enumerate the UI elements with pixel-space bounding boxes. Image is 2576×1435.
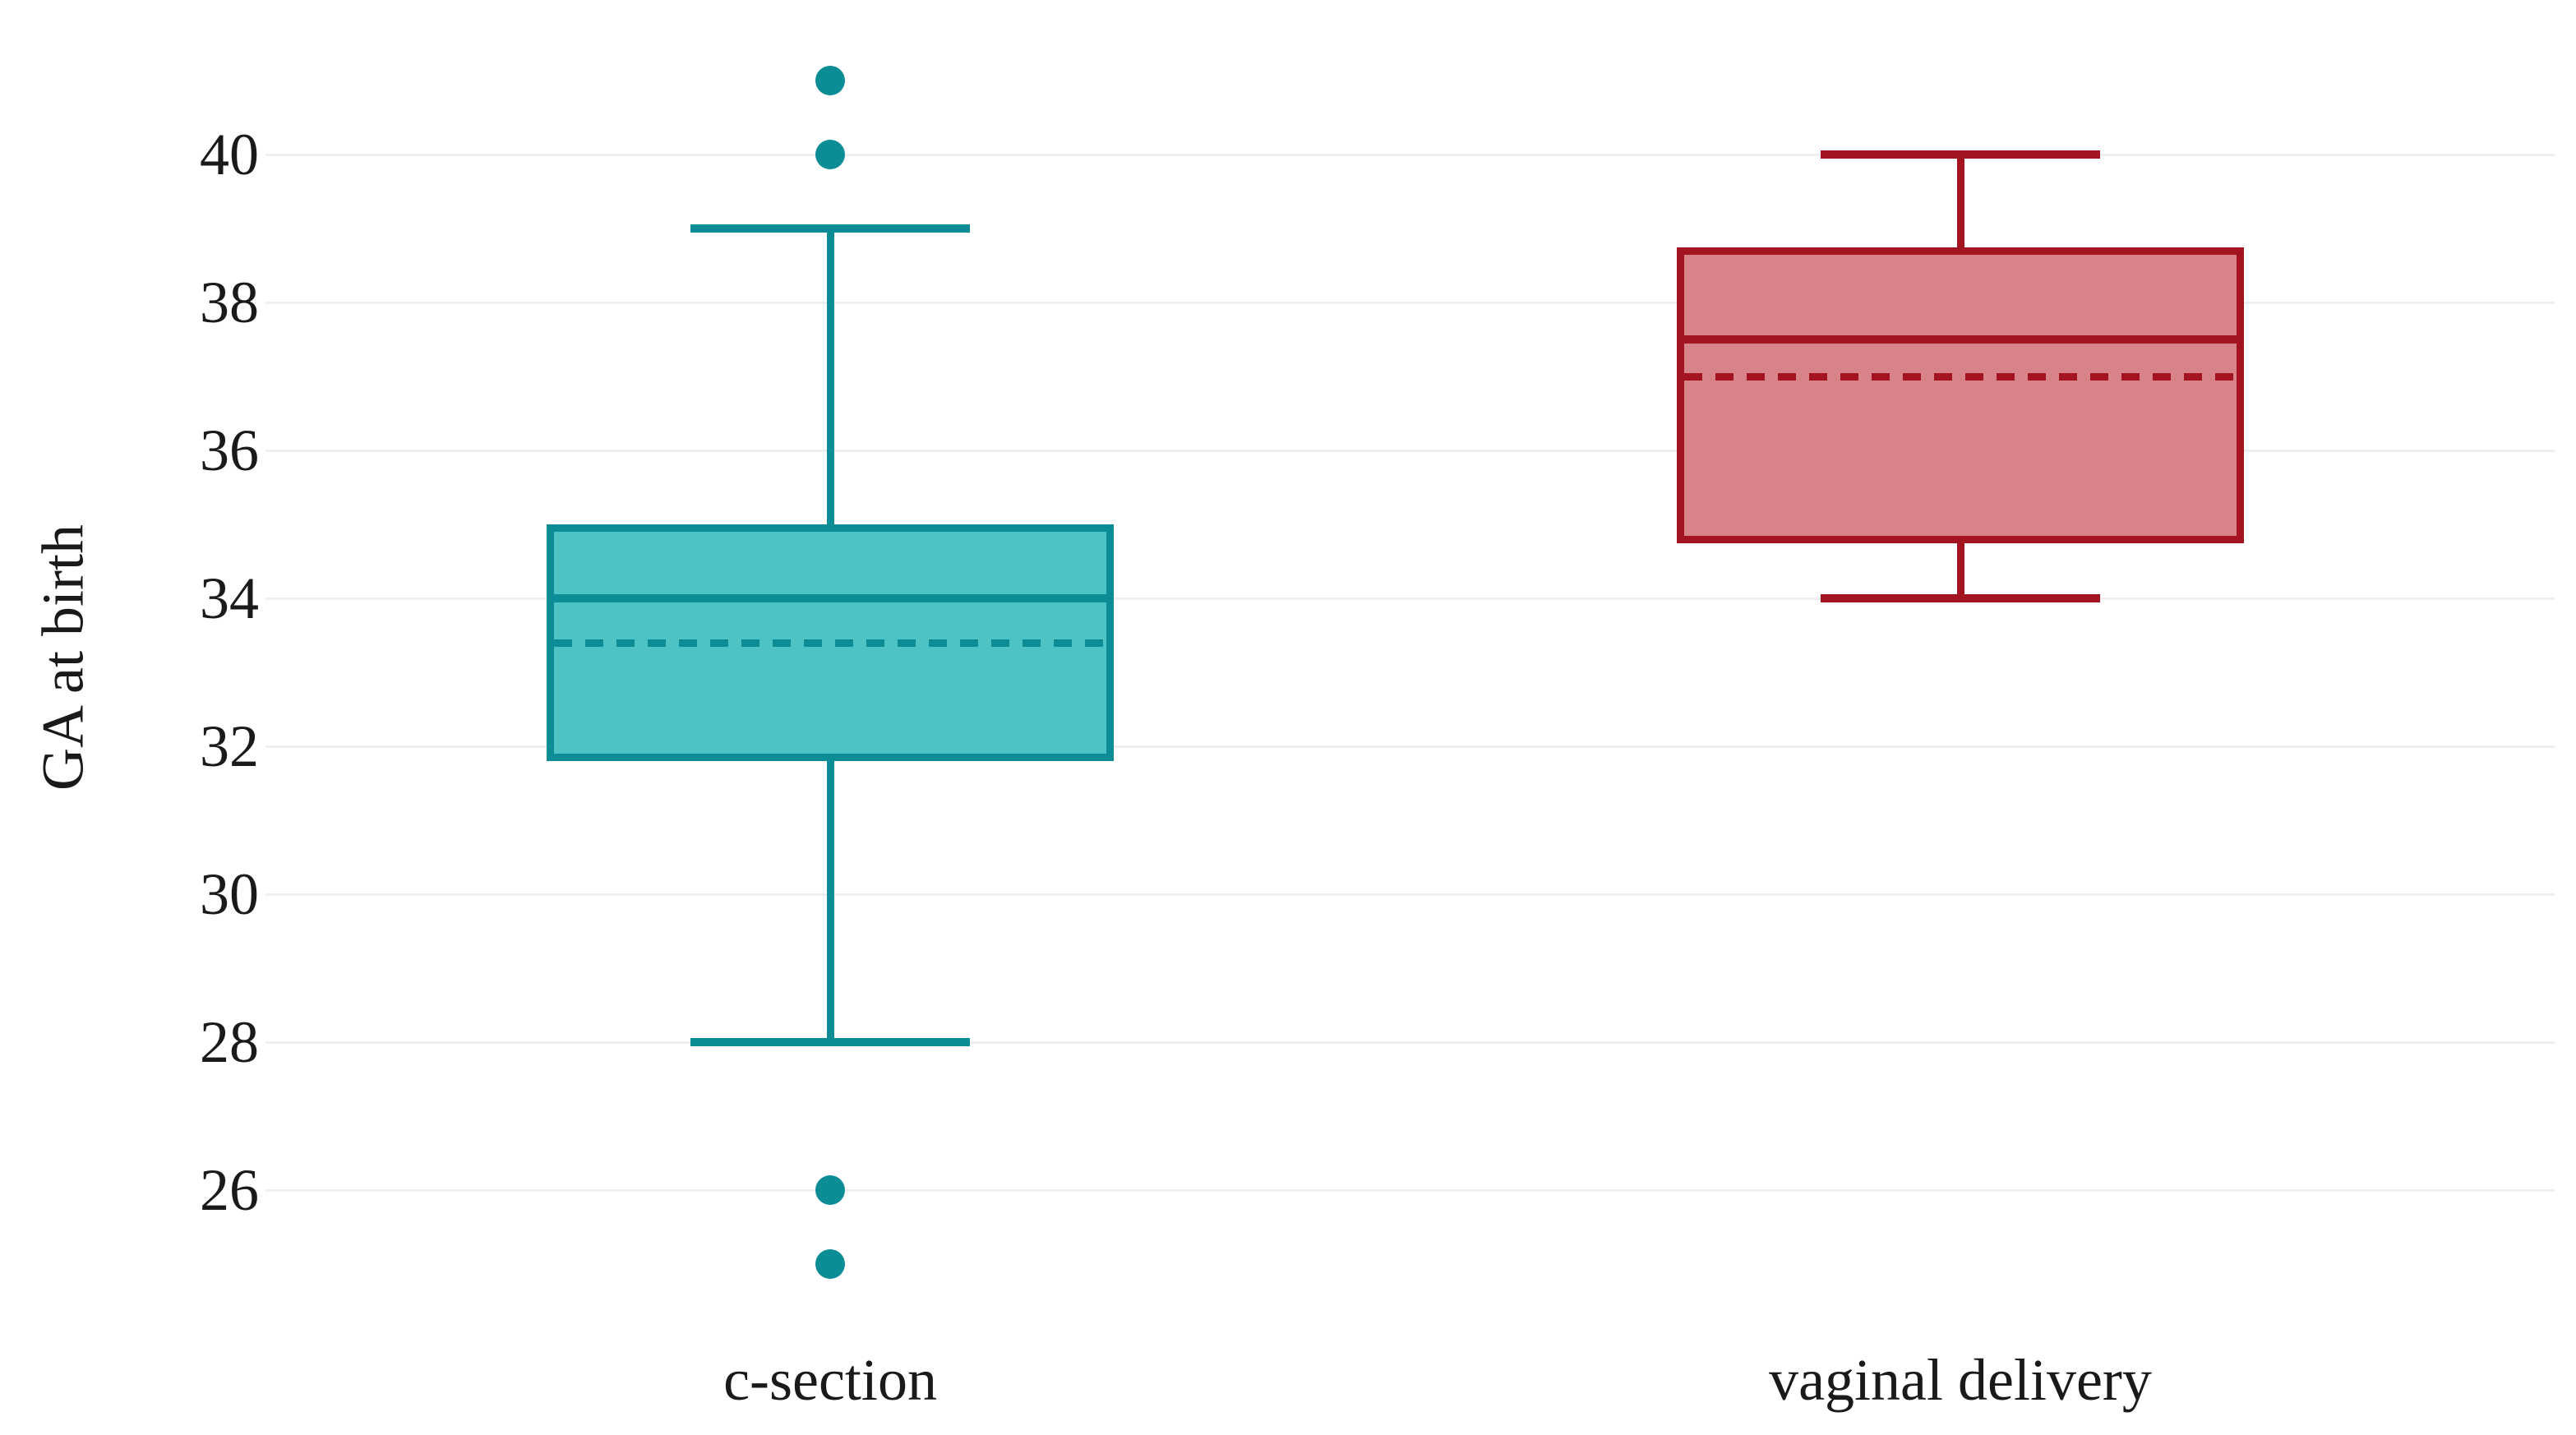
y-tick-label-30: 30 [200, 861, 259, 927]
gridline-y-28 [265, 1041, 2555, 1044]
upper-whisker-c-section[interactable] [826, 228, 834, 524]
lower-whisker-vaginal-delivery[interactable] [1956, 542, 1964, 598]
y-tick-label-34: 34 [200, 565, 259, 631]
gridline-y-26 [265, 1189, 2555, 1192]
outlier-dot-c-section-40[interactable] [815, 140, 845, 169]
y-tick-label-26: 26 [200, 1157, 259, 1223]
y-tick-label-40: 40 [200, 122, 259, 187]
max-whisker-cap-vaginal-delivery[interactable] [1821, 150, 2100, 159]
iqr-box-vaginal-delivery[interactable] [1677, 247, 2244, 543]
y-tick-label-38: 38 [200, 270, 259, 335]
y-tick-label-36: 36 [200, 418, 259, 483]
median-line-c-section[interactable] [547, 594, 1114, 602]
gridline-y-36 [265, 450, 2555, 452]
y-tick-label-28: 28 [200, 1009, 259, 1075]
gridline-y-34 [265, 598, 2555, 600]
min-whisker-cap-c-section[interactable] [690, 1038, 970, 1046]
max-whisker-cap-c-section[interactable] [690, 224, 970, 233]
x-category-label-c-section: c-section [723, 1347, 937, 1413]
outlier-dot-c-section-25[interactable] [815, 1249, 845, 1279]
upper-whisker-vaginal-delivery[interactable] [1956, 155, 1964, 247]
outlier-dot-c-section-26[interactable] [815, 1175, 845, 1205]
min-whisker-cap-vaginal-delivery[interactable] [1821, 594, 2100, 602]
outlier-dot-c-section-41[interactable] [815, 66, 845, 95]
gridline-y-40 [265, 154, 2555, 156]
mean-dashed-line-c-section[interactable] [554, 639, 1106, 647]
lower-whisker-c-section[interactable] [826, 761, 834, 1042]
mean-dashed-line-vaginal-delivery[interactable] [1684, 372, 2237, 381]
y-tick-label-32: 32 [200, 713, 259, 779]
gridline-y-38 [265, 302, 2555, 304]
gridline-y-32 [265, 745, 2555, 748]
median-line-vaginal-delivery[interactable] [1677, 335, 2244, 344]
gridline-y-30 [265, 893, 2555, 896]
x-category-label-vaginal-delivery: vaginal delivery [1769, 1347, 2152, 1413]
